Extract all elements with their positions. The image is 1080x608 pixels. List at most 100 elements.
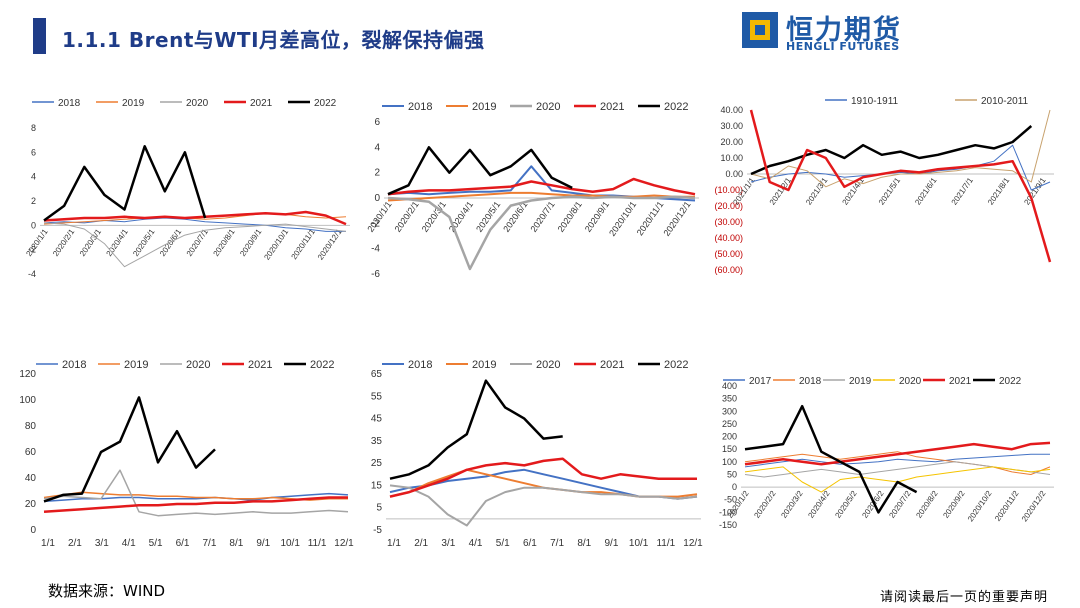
x-tick-label: 8/1 [577,538,591,549]
series-line [387,195,696,271]
y-tick-label: 5 [376,503,382,514]
x-tick-label: 2020/11/1 [289,227,317,261]
y-tick-label: 250 [722,419,737,429]
legend-label: 2020 [186,98,209,109]
y-tick-label: 25 [371,458,383,469]
legend-label: 2022 [310,359,334,371]
x-tick-label: 3/1 [95,538,109,549]
x-tick-label: 2021/6/1 [913,176,939,207]
legend-label: 2018 [408,359,432,371]
x-tick-label: 2021/7/1 [950,176,976,207]
series-line [750,109,1051,188]
y-tick-label: -2 [371,218,380,229]
x-tick-label: 7/1 [203,538,217,549]
y-tick-label: (30.00) [714,217,743,227]
series-line [43,469,349,517]
x-tick-label: 2020/10/1 [262,227,290,262]
page-title: 1.1.1 Brent与WTI月差高位，裂解保持偏强 [62,28,485,52]
series-line [387,177,696,196]
y-tick-label: 50 [727,469,737,479]
y-tick-label: 8 [31,123,36,133]
y-tick-label: 100 [722,457,737,467]
x-tick-label: 2020/5/1 [474,199,502,233]
y-tick-label: 0.00 [725,169,743,179]
y-tick-label: 6 [374,117,380,128]
x-tick-label: 11/1 [308,538,327,549]
y-tick-label: 40.00 [720,105,743,115]
chart-3: (60.00) (50.00) (40.00) (30.00) (20.00) (10.0… [714,96,1054,275]
chart-6: -150 -100 -50 0 50 100 150 200 250 300 350 400 2020/… [719,376,1054,530]
x-tick-label: 12/1 [683,538,703,549]
x-tick-label: 9/1 [605,538,619,549]
chart-4: 0 20 40 60 80 100 120 1/1 2/1 3/1 4/1 5/1 6/1 7/1 8/1 9… [19,359,354,549]
y-tick-label: 100 [19,395,36,406]
company-logo: 恒力期货 HENGLI FUTURES [742,8,922,58]
y-tick-label: -2 [28,245,36,255]
x-tick-label: 2020/9/1 [238,227,264,258]
x-tick-label: 4/1 [122,538,136,549]
data-source: 数据来源：WIND [48,582,166,600]
legend-label: 2022 [999,376,1022,387]
x-tick-label: 2020/2/1 [51,227,77,258]
y-tick-label: -50 [724,495,737,505]
x-tick-label: 2020/1/1 [24,227,50,258]
y-tick-label: (40.00) [714,233,743,243]
series-line [744,451,1051,475]
x-tick-label: 2020/2/1 [393,199,421,233]
series-line [389,379,563,480]
x-tick-label: 2020/3/2 [779,489,805,520]
series-line [749,109,1052,263]
x-tick-label: 12/1 [334,538,354,549]
x-tick-label: 6/1 [523,538,537,549]
x-tick-label: 2020/10/2 [966,489,994,524]
x-tick-label: 10/1 [629,538,649,549]
y-tick-label: -5 [373,525,382,536]
y-tick-label: 0 [31,220,36,230]
series-line [750,144,1051,191]
series-line [750,125,1033,176]
y-tick-label: 4 [374,142,380,153]
x-tick-label: 2020/8/1 [556,199,584,233]
x-tick-label: 2021/8/1 [986,176,1012,207]
series-line [43,210,347,226]
legend-label: 2019 [472,101,496,113]
logo-text-en: HENGLI FUTURES [786,40,900,53]
y-tick-label: 2 [374,168,380,179]
x-tick-label: 2020/7/1 [528,199,556,233]
x-tick-label: 2020/12/1 [316,227,344,262]
y-tick-label: 35 [371,436,383,447]
y-tick-label: (10.00) [714,185,743,195]
title-accent-bar [33,18,46,54]
disclaimer-note: 请阅读最后一页的重要声明 [880,590,1049,605]
y-tick-label: 6 [31,147,36,157]
x-tick-label: 2/1 [68,538,82,549]
series-line [744,404,918,514]
x-tick-label: 2020/12/2 [1020,489,1048,524]
logo-square-icon [742,12,778,48]
y-tick-label: 0 [732,482,737,492]
y-tick-label: -4 [28,269,36,279]
legend-label: 2022 [664,101,688,113]
y-tick-label: 30.00 [720,121,743,131]
x-tick-label: 2/1 [414,538,428,549]
x-tick-label: 9/1 [256,538,270,549]
y-tick-label: 400 [722,381,737,391]
x-tick-label: 2020/5/2 [833,489,859,520]
y-tick-label: 20.00 [720,137,743,147]
legend-label: 2021 [250,98,273,109]
legend-label: 2021 [600,101,624,113]
x-tick-label: 5/1 [496,538,510,549]
x-tick-label: 1/1 [41,538,55,549]
x-tick-label: 2020/9/2 [941,489,967,520]
y-tick-label: 45 [371,414,383,425]
y-tick-label: -150 [719,520,737,530]
y-tick-label: -100 [719,507,737,517]
series-line [43,496,348,514]
series-line [43,222,347,268]
y-tick-label: 10.00 [720,153,743,163]
x-tick-label: 7/1 [550,538,564,549]
series-line [387,191,695,202]
legend-label: 2019 [124,359,148,371]
logo-text-cn: 恒力期货 [786,15,902,46]
x-tick-label: 6/1 [176,538,190,549]
